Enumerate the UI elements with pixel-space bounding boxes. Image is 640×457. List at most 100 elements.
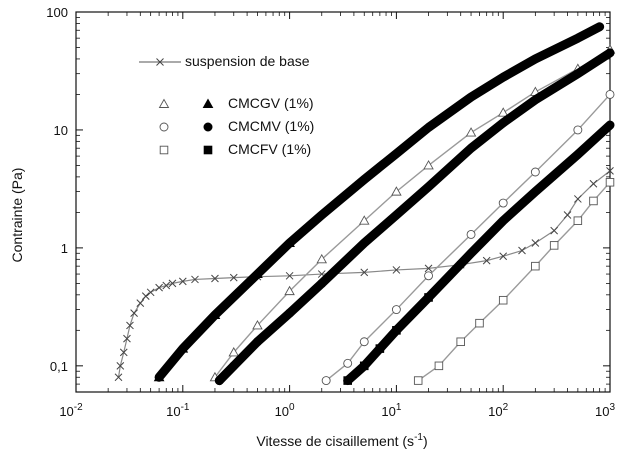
- data-point: [518, 246, 526, 255]
- y-tick-label: 1: [61, 241, 68, 256]
- data-point: [482, 256, 491, 265]
- series-trace: [117, 170, 611, 378]
- data-point: [316, 253, 328, 264]
- data-point: [153, 371, 165, 382]
- x-axis-title: Vitesse de cisaillement (s-1): [256, 432, 427, 449]
- data-point: [162, 281, 171, 290]
- data-point: [475, 318, 484, 328]
- data-point: [391, 305, 401, 315]
- data-point: [177, 343, 189, 353]
- data-point: [321, 376, 331, 386]
- legend: suspension de base CMCGV (1%) CMCMV (1%)…: [139, 53, 314, 157]
- data-point: [573, 216, 583, 225]
- legend-label-cmcmv: CMCMV (1%): [228, 118, 314, 134]
- x-axis-title-end: ): [423, 433, 428, 449]
- legend-filled-square-marker: [203, 145, 213, 155]
- data-point: [317, 278, 327, 288]
- data-point: [359, 337, 369, 347]
- legend-label-cmcgv: CMCGV (1%): [228, 95, 314, 111]
- legend-open-square-marker: [159, 145, 169, 155]
- data-point: [229, 361, 239, 371]
- series-trace: [325, 93, 611, 382]
- data-point: [392, 326, 401, 335]
- y-axis-title: Contrainte (Pa): [9, 168, 25, 263]
- data-point: [285, 308, 295, 318]
- x-tick-label: 101: [381, 402, 401, 419]
- x-tick-label: 100: [275, 402, 295, 419]
- data-point: [284, 237, 295, 248]
- data-point: [466, 230, 476, 239]
- data-point: [126, 321, 134, 330]
- data-point: [498, 295, 508, 305]
- data-point: [119, 348, 128, 357]
- data-point: [423, 160, 434, 170]
- data-point: [605, 178, 615, 187]
- data-point: [392, 266, 401, 274]
- x-tick-label: 10-1: [166, 402, 190, 419]
- data-point: [146, 288, 155, 297]
- data-point: [531, 261, 540, 271]
- x-tick-label: 10-2: [59, 402, 83, 419]
- data-point: [252, 320, 263, 330]
- data-point: [498, 198, 508, 208]
- data-point: [456, 337, 465, 347]
- series-cmcfv-1-open: [413, 178, 615, 385]
- y-tick-label: 0,1: [50, 359, 68, 374]
- x-tick-label: 103: [595, 402, 615, 419]
- data-point: [116, 361, 125, 370]
- legend-filled-circle-marker: [203, 122, 213, 132]
- plot-frame: [75, 11, 611, 393]
- data-point: [136, 299, 145, 308]
- data-point: [573, 125, 583, 135]
- y-tick-label: 100: [46, 5, 68, 20]
- series-trace: [343, 120, 615, 386]
- series-suspension-de-base: [114, 166, 614, 382]
- data-point: [563, 211, 572, 219]
- legend-filled-triangle-marker: [202, 98, 214, 108]
- data-point: [191, 275, 199, 284]
- data-point: [589, 196, 598, 206]
- axis-ticks: 10-2 10-1 100 101 102 103 0,1 1 10 100: [46, 5, 615, 419]
- series-cmcmv-1-filled: [214, 48, 615, 386]
- data-point: [424, 264, 433, 273]
- data-point: [343, 358, 353, 368]
- data-point: [497, 107, 509, 117]
- data-point: [550, 226, 559, 235]
- x-tick-label: 102: [488, 402, 508, 419]
- data-point: [284, 285, 295, 296]
- series-layer: [114, 22, 616, 386]
- y-tick-label: 10: [54, 123, 68, 138]
- legend-label-cmcfv: CMCFV (1%): [228, 141, 311, 157]
- data-point: [360, 268, 369, 277]
- legend-open-circle-marker: [159, 122, 169, 132]
- data-point: [589, 179, 598, 188]
- data-point: [130, 309, 138, 317]
- data-point: [530, 167, 540, 177]
- data-point: [168, 279, 177, 288]
- series-trace: [417, 181, 611, 382]
- series-cmcgv-1-filled: [153, 22, 605, 382]
- data-point: [434, 361, 444, 371]
- data-point: [424, 271, 434, 281]
- data-point: [285, 271, 294, 280]
- data-point: [155, 283, 163, 292]
- data-point: [141, 292, 150, 300]
- data-point: [229, 273, 238, 282]
- series-cmcfv-1-filled: [343, 120, 615, 386]
- data-point: [375, 344, 385, 353]
- data-point: [605, 89, 615, 99]
- data-point: [178, 277, 187, 286]
- data-point: [114, 373, 123, 382]
- data-point: [606, 166, 614, 175]
- data-point: [391, 186, 402, 196]
- legend-base-suspension-label: suspension de base: [185, 53, 310, 69]
- data-point: [465, 127, 477, 137]
- x-axis-title-main: Vitesse de cisaillement (s: [256, 433, 414, 449]
- data-point: [123, 334, 131, 343]
- data-point: [573, 195, 582, 203]
- series-cmcmv-1-open: [321, 89, 615, 386]
- data-point: [549, 241, 559, 250]
- legend-base-marker: [156, 58, 164, 66]
- data-point: [359, 361, 369, 371]
